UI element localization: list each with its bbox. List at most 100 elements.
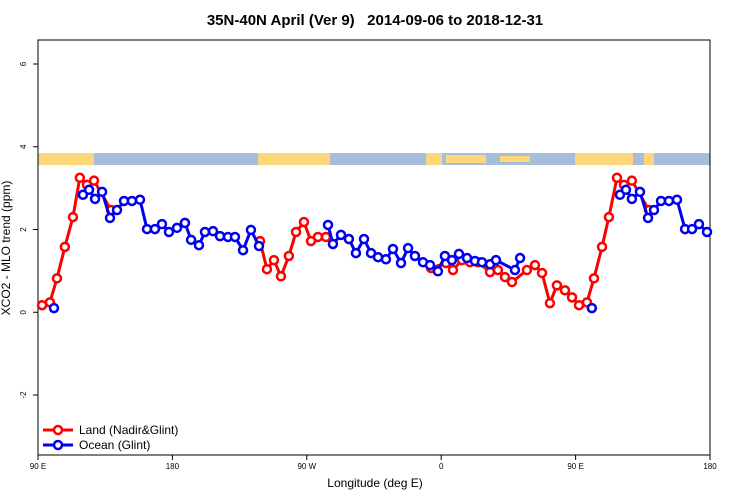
x-tick-label: 90 W [297,462,316,471]
data-point [588,273,600,284]
data-point [671,194,683,205]
data-point [261,263,273,275]
x-tick-label: 180 [703,462,717,471]
y-tick-label: 0 [19,309,28,314]
data-point [387,243,399,255]
land-ocean-strip [38,153,710,165]
data-point [506,276,518,288]
y-tick-label: 6 [19,61,28,66]
data-point [596,241,608,253]
data-point [88,175,100,186]
data-point [207,225,219,237]
data-point [298,216,310,228]
data-point [603,211,615,223]
data-point [229,231,241,243]
data-point [134,194,146,205]
y-tick-label: 2 [19,227,28,232]
data-point [499,271,511,283]
data-point [492,264,504,276]
data-point [290,226,302,238]
data-point [551,280,563,291]
data-point [253,240,265,252]
legend: Land (Nadir&Glint)Ocean (Glint) [43,423,178,452]
x-tick-label: 180 [166,462,180,471]
data-point [648,204,660,216]
data-point [514,252,526,264]
data-point [83,184,95,196]
data-point [283,250,295,262]
data-point [111,204,123,216]
data-point [59,241,71,253]
data-point [642,212,654,224]
data-point [663,195,675,207]
data-point [544,297,556,309]
data-point [268,254,280,266]
x-tick-label: 0 [439,462,444,471]
data-point [626,175,638,186]
data-point [74,172,86,184]
data-point [586,302,598,314]
legend-label: Land (Nadir&Glint) [79,423,178,437]
data-point [686,223,698,235]
data-point [620,184,632,196]
data-point [476,256,488,268]
data-point [156,218,168,230]
data-point [559,285,571,296]
data-point [536,267,548,279]
chart-title: 35N-40N April (Ver 9) 2014-09-06 to 2018… [207,12,543,29]
data-point [275,271,287,282]
legend-marker [52,439,64,451]
data-point [490,254,502,266]
data-point [245,224,257,236]
data-point [327,238,339,250]
data-point [424,259,436,271]
plot-frame [37,39,711,456]
y-axis-label: XCO2 - MLO trend (ppm) [0,181,13,316]
data-point [199,226,211,238]
data-point [509,264,521,276]
data-point [104,212,116,224]
data-point [89,193,101,205]
legend-marker [52,424,64,436]
data-point [171,222,183,234]
data-point [67,211,79,223]
data-point [185,234,197,246]
x-tick-label: 90 E [567,462,583,471]
data-point [320,231,332,243]
data-point [350,247,362,259]
data-point [322,219,334,231]
data-point [409,250,421,262]
data-point [693,218,705,230]
data-point [453,248,465,260]
data-point [395,257,407,269]
data-point [179,217,191,229]
data-point [126,195,138,207]
y-tick-label: -2 [19,391,28,399]
data-point [51,273,63,284]
data-point [402,242,414,254]
data-point [96,186,108,198]
data-point [149,223,161,235]
data-point [701,226,713,238]
data-point [447,264,459,276]
data-point [380,254,392,265]
y-tick-label: 4 [19,144,28,149]
data-point [163,226,175,238]
data-point [48,302,60,314]
legend-label: Ocean (Glint) [79,438,150,452]
data-point [634,186,646,198]
data-point [358,233,370,245]
data-point [566,292,578,303]
data-point [446,254,458,266]
data-point [529,259,541,271]
data-point [611,172,623,184]
data-point [343,233,355,245]
data-point [432,266,444,277]
x-axis-label: Longitude (deg E) [327,476,422,490]
x-tick-label: 90 E [30,462,46,471]
data-point [237,244,249,256]
data-point [626,193,638,205]
data-point [335,229,347,241]
